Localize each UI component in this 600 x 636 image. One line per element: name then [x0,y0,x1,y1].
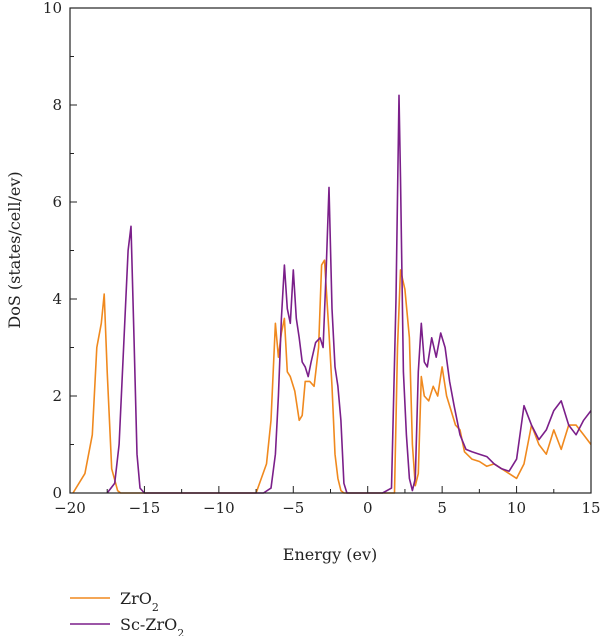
legend-label-zro2-sub: 2 [152,601,159,614]
x-tick-label: 15 [581,499,600,517]
axis-ticks: −20 −15 −10 −5 0 5 10 15 0 2 4 6 8 10 [43,0,600,517]
legend: ZrO2 Sc-ZrO2 [70,589,184,636]
x-tick-label: −10 [203,499,235,517]
legend-label-zro2-main: ZrO [120,589,152,608]
series-line-1 [106,94,592,494]
y-tick-label: 6 [52,193,62,211]
legend-label-sc-zro2-main: Sc-ZrO [120,615,177,634]
y-axis-label: DoS (states/cell/ev) [5,171,24,328]
y-tick-label: 4 [52,290,62,308]
y-tick-label: 2 [52,387,62,405]
y-tick-label: 10 [43,0,62,17]
plot-lines [72,94,592,494]
legend-label-sc-zro2: Sc-ZrO2 [120,615,184,636]
legend-label-sc-zro2-sub: 2 [177,627,184,636]
x-tick-label: 10 [507,499,526,517]
x-tick-label: 0 [363,499,373,517]
x-tick-label: −20 [54,499,86,517]
x-tick-label: 5 [437,499,447,517]
x-tick-label: −5 [282,499,304,517]
x-axis-label: Energy (ev) [283,545,377,564]
x-tick-label: −15 [129,499,161,517]
y-tick-label: 8 [52,96,62,114]
y-tick-label: 0 [52,484,62,502]
legend-label-zro2: ZrO2 [120,589,159,614]
